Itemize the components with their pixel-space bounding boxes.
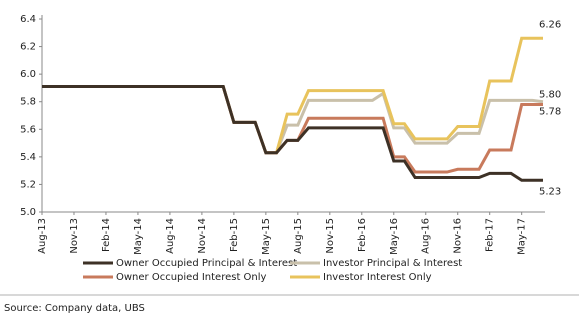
x-tick-label: Nov-15 xyxy=(325,218,336,254)
x-tick-label: Nov-13 xyxy=(69,218,80,254)
y-tick-label: 5.2 xyxy=(20,179,36,190)
end-label: 5.23 xyxy=(539,186,561,197)
y-tick-label: 5.4 xyxy=(20,152,36,163)
x-tick-label: Feb-16 xyxy=(357,218,368,252)
x-tick-label: Nov-16 xyxy=(453,218,464,254)
x-tick-label: Feb-17 xyxy=(485,218,496,252)
series-line xyxy=(42,36,543,155)
x-tick-label: May-14 xyxy=(133,218,144,255)
x-tick-label: May-17 xyxy=(517,218,528,255)
y-tick-label: 6.2 xyxy=(20,42,36,53)
end-label: 6.26 xyxy=(539,19,561,30)
y-tick-label: 6.4 xyxy=(20,14,36,25)
x-tick-label: Feb-14 xyxy=(101,218,112,252)
series-line xyxy=(42,85,543,174)
end-label: 5.78 xyxy=(539,106,561,117)
series-line xyxy=(42,85,544,155)
x-tick-label: Aug-14 xyxy=(165,218,176,254)
x-tick-label: Aug-15 xyxy=(293,218,304,254)
x-tick-label: Aug-13 xyxy=(37,218,48,254)
y-tick-label: 5.6 xyxy=(20,124,36,135)
x-tick-label: Aug-16 xyxy=(421,218,432,254)
x-tick-label: May-15 xyxy=(261,218,272,255)
y-tick-label: 5.0 xyxy=(20,207,36,218)
series-line xyxy=(42,85,543,182)
y-tick-label: 6.0 xyxy=(20,69,36,80)
x-tick-label: Nov-14 xyxy=(197,218,208,254)
end-label: 5.80 xyxy=(539,90,561,101)
source: Source: Company data, UBS xyxy=(4,303,145,314)
legend-label: Investor Interest Only xyxy=(323,272,432,283)
legend-label: Investor Principal & Interest xyxy=(323,258,462,269)
x-tick-label: May-16 xyxy=(389,218,400,255)
y-tick-label: 5.8 xyxy=(20,97,36,108)
legend-label: Owner Occupied Principal & Interest xyxy=(116,258,297,269)
legend-label: Owner Occupied Interest Only xyxy=(116,272,267,283)
x-tick-label: Feb-15 xyxy=(229,218,240,252)
